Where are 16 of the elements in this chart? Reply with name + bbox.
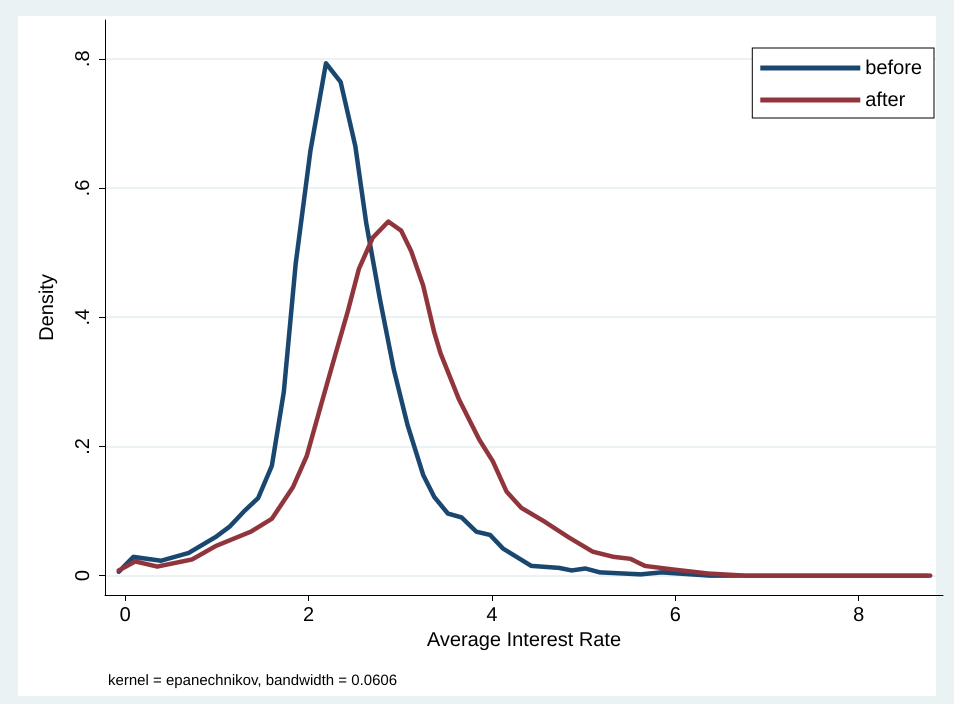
text: kernel = epanechnikov, bandwidth = 0.0606 bbox=[108, 672, 398, 689]
x-tick-label: 2 bbox=[302, 604, 314, 626]
x-tick-label: 8 bbox=[853, 604, 864, 626]
x-tick-label: 6 bbox=[670, 604, 681, 626]
legend-label: before bbox=[865, 57, 922, 79]
y-tick-label: .6 bbox=[72, 180, 94, 196]
y-tick-label: .4 bbox=[72, 308, 94, 326]
line-series bbox=[116, 219, 932, 578]
x-tick-label: 0 bbox=[120, 604, 131, 626]
x-tick-label: 4 bbox=[486, 604, 498, 626]
y-tick-label: .2 bbox=[72, 438, 94, 455]
y-tick-label: 0 bbox=[72, 570, 94, 582]
legend-label: after bbox=[865, 89, 906, 111]
x-axis-title: Average Interest Rate bbox=[426, 628, 622, 651]
y-tick-label: .8 bbox=[72, 50, 94, 68]
y-axis-title: Density bbox=[36, 274, 58, 341]
